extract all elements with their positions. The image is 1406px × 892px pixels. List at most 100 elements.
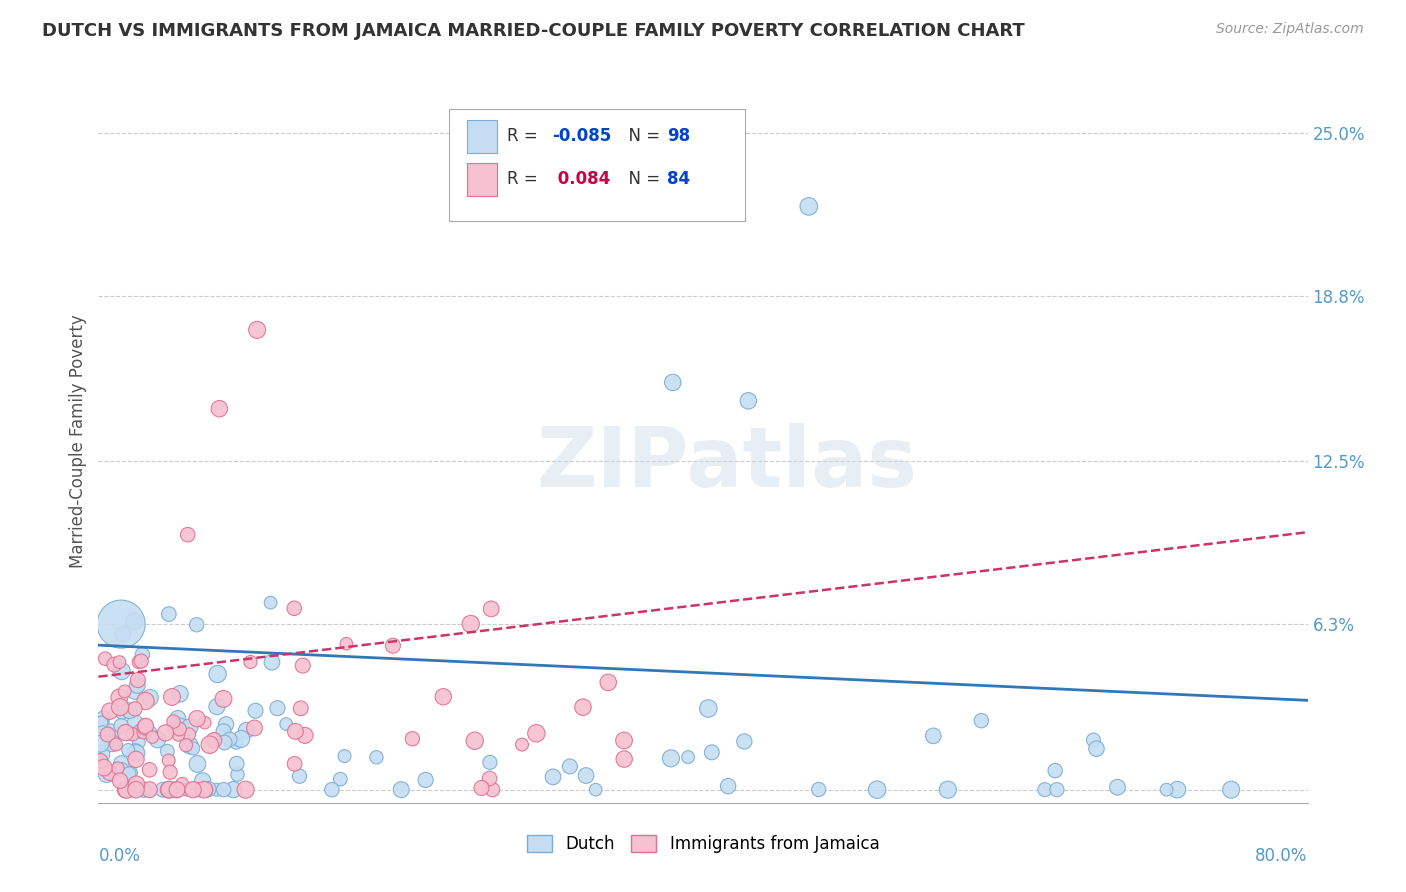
Point <box>115 782 138 797</box>
Point <box>186 617 208 632</box>
Point <box>401 731 423 746</box>
Point <box>676 750 699 764</box>
Point <box>572 700 595 714</box>
Point <box>121 727 143 741</box>
Text: R =: R = <box>508 127 543 145</box>
Point <box>797 199 820 213</box>
Point <box>127 673 149 687</box>
Point <box>197 782 219 797</box>
Point <box>389 782 412 797</box>
Point <box>598 675 620 690</box>
Point <box>114 684 136 698</box>
Point <box>510 738 533 752</box>
Point <box>329 772 352 787</box>
Point <box>215 717 238 731</box>
Point <box>98 704 121 718</box>
Point <box>131 648 153 662</box>
Text: Source: ZipAtlas.com: Source: ZipAtlas.com <box>1216 22 1364 37</box>
Point <box>124 702 146 716</box>
Point <box>291 658 314 673</box>
Point <box>174 738 197 752</box>
Point <box>259 596 281 610</box>
Point <box>155 726 177 740</box>
Point <box>114 782 136 797</box>
Point <box>205 699 228 714</box>
Point <box>124 716 146 731</box>
Point <box>212 782 235 797</box>
Point <box>138 763 160 777</box>
Point <box>1156 782 1178 797</box>
Point <box>191 773 214 788</box>
Text: ZIPatlas: ZIPatlas <box>537 423 918 504</box>
Text: N =: N = <box>619 127 665 145</box>
Point <box>111 705 134 719</box>
Point <box>225 736 247 750</box>
Point <box>235 723 257 738</box>
Point <box>208 401 231 416</box>
Point <box>157 754 180 768</box>
Point <box>187 782 209 797</box>
Point <box>186 756 208 771</box>
Point <box>260 655 283 669</box>
Point <box>321 782 343 797</box>
Point <box>132 724 155 739</box>
Point <box>212 724 235 739</box>
Point <box>661 376 683 390</box>
Point <box>225 756 247 771</box>
Point <box>176 782 198 797</box>
Point <box>108 700 131 714</box>
Point <box>866 782 889 797</box>
Point <box>129 724 152 739</box>
Point <box>717 779 740 793</box>
Point <box>108 773 131 788</box>
Point <box>231 731 253 746</box>
Point <box>91 726 114 740</box>
Point <box>245 704 267 718</box>
Point <box>1166 782 1188 797</box>
Point <box>290 701 312 715</box>
Point <box>207 667 229 681</box>
Point <box>166 711 188 725</box>
Point <box>381 639 404 653</box>
Point <box>101 736 124 750</box>
Point <box>169 687 191 701</box>
Text: 98: 98 <box>666 127 690 145</box>
Point <box>575 768 598 782</box>
Point <box>239 655 262 669</box>
Point <box>139 725 162 739</box>
Point <box>1043 764 1066 778</box>
Point <box>169 719 191 733</box>
Point <box>478 756 501 770</box>
Point <box>202 733 225 747</box>
Point <box>124 745 146 759</box>
Point <box>226 767 249 781</box>
Point <box>125 746 148 760</box>
Point <box>96 766 118 780</box>
Point <box>166 782 188 797</box>
Point <box>1046 782 1069 797</box>
Point <box>284 756 307 771</box>
Point <box>970 714 993 728</box>
Point <box>124 684 146 698</box>
Point <box>110 617 132 632</box>
Point <box>162 714 184 729</box>
Point <box>90 747 112 761</box>
Bar <box>467 120 498 153</box>
Point <box>146 732 169 747</box>
Point <box>700 745 723 759</box>
Point <box>90 717 112 731</box>
Point <box>212 692 235 706</box>
Point <box>166 782 188 797</box>
Point <box>108 655 131 669</box>
Point <box>152 782 174 797</box>
Point <box>129 654 152 668</box>
Point <box>177 527 200 541</box>
Point <box>922 729 945 743</box>
Point <box>366 750 388 764</box>
Point <box>89 754 111 768</box>
Point <box>464 733 486 747</box>
Point <box>697 701 720 715</box>
Point <box>165 723 187 737</box>
Point <box>117 743 139 757</box>
Point <box>1083 733 1105 747</box>
